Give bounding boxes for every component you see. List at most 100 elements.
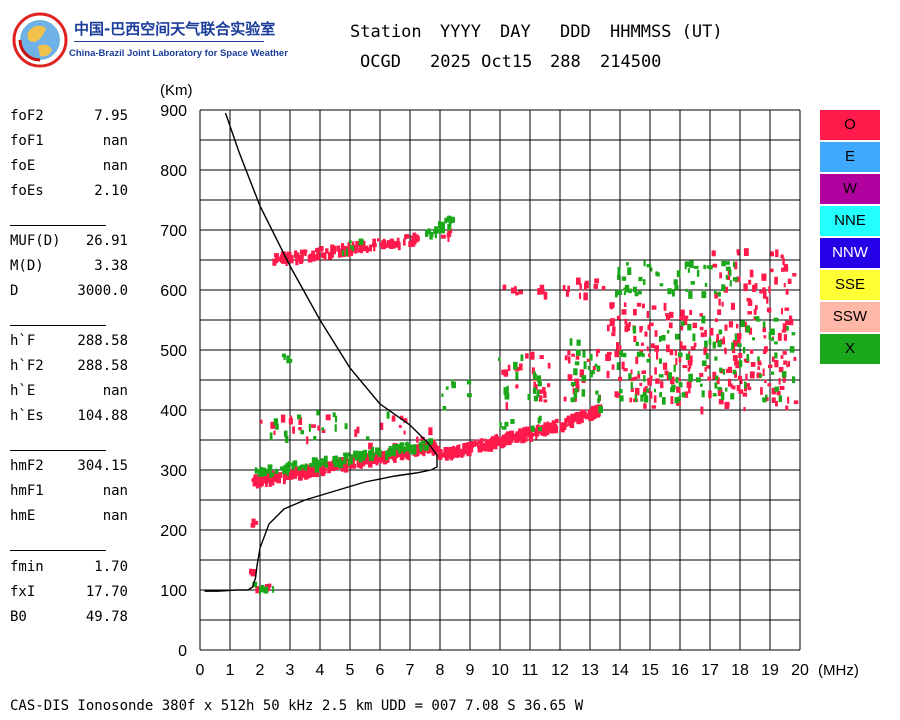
- echo-point: [597, 398, 600, 404]
- echo-point: [619, 389, 623, 394]
- echo-point: [664, 370, 669, 376]
- echo-point: [438, 221, 442, 229]
- echo-point: [730, 393, 735, 400]
- param-value: nan: [102, 158, 128, 174]
- echo-point: [569, 338, 573, 346]
- echo-point: [757, 356, 760, 362]
- echo-point: [633, 376, 638, 380]
- echo-point: [616, 362, 620, 370]
- y-tick-label: 0: [178, 643, 187, 660]
- echo-point: [609, 320, 615, 327]
- echo-point: [712, 393, 717, 397]
- echo-point: [345, 248, 348, 257]
- echo-point: [274, 253, 279, 257]
- lab-logo: 中国-巴西空间天气联合实验室 China-Brazil Joint Labora…: [12, 12, 288, 70]
- echo-point: [621, 309, 627, 315]
- legend-item-ssw: SSW: [820, 302, 880, 332]
- param-label: foEs: [10, 183, 44, 199]
- param-separator: [10, 450, 106, 451]
- echo-point: [343, 465, 349, 473]
- echo-point: [258, 586, 261, 595]
- echo-point: [416, 436, 419, 443]
- echo-point: [367, 460, 370, 465]
- echo-point: [253, 520, 259, 525]
- echo-point: [316, 462, 322, 468]
- echo-point: [314, 470, 320, 478]
- echo-point: [269, 432, 273, 441]
- echo-point: [543, 422, 549, 429]
- echo-point: [462, 443, 465, 450]
- echo-point: [717, 291, 721, 297]
- y-tick-label: 700: [160, 223, 187, 240]
- echo-point: [279, 466, 284, 471]
- echo-point: [388, 446, 392, 453]
- param-label: B0: [10, 609, 27, 625]
- echo-point: [389, 454, 394, 459]
- echo-point: [594, 363, 598, 367]
- echo-point: [406, 443, 411, 447]
- echo-point: [580, 409, 586, 413]
- chart-grid: [199, 109, 801, 651]
- echo-point: [501, 369, 505, 375]
- echo-point: [648, 353, 651, 357]
- echo-point: [740, 378, 743, 384]
- echo-point: [593, 284, 598, 289]
- echo-point: [726, 275, 731, 280]
- echo-point: [267, 583, 272, 588]
- echo-point: [682, 365, 688, 369]
- echo-point: [637, 374, 640, 378]
- echo-point: [307, 255, 313, 263]
- echo-point: [515, 371, 519, 380]
- echo-point: [532, 428, 538, 432]
- echo-point: [257, 469, 263, 477]
- echo-point: [420, 436, 425, 443]
- param-value: 26.91: [85, 233, 128, 249]
- header-date-value: 2025 Oct15: [430, 52, 533, 72]
- param-value: nan: [102, 383, 128, 399]
- echo-point: [275, 255, 278, 261]
- echo-point: [765, 394, 768, 398]
- echo-point: [591, 406, 596, 410]
- echo-point: [564, 355, 568, 361]
- echo-point: [334, 415, 338, 423]
- echo-point: [661, 335, 666, 341]
- echo-point: [463, 446, 468, 455]
- echo-point: [617, 289, 622, 295]
- echo-point: [354, 247, 358, 254]
- echo-point: [699, 313, 703, 317]
- echo-point: [412, 232, 417, 238]
- echo-point: [745, 383, 750, 388]
- echo-point: [651, 305, 657, 310]
- y-tick-label: 200: [160, 523, 187, 540]
- echo-point: [499, 438, 503, 445]
- echo-point: [720, 392, 725, 401]
- echo-point: [444, 217, 448, 224]
- echo-point: [641, 342, 645, 346]
- echo-point: [543, 422, 546, 431]
- echo-point: [760, 387, 763, 395]
- x-tick-label: 5: [346, 662, 355, 679]
- echo-point: [643, 260, 646, 267]
- echo-point: [780, 254, 784, 259]
- echo-point: [789, 346, 795, 353]
- echo-point: [342, 251, 347, 257]
- echo-point: [449, 450, 454, 457]
- echo-point: [736, 333, 742, 339]
- echo-point: [531, 367, 535, 375]
- echo-point: [380, 242, 385, 248]
- echo-traces: [249, 215, 799, 595]
- echo-point: [568, 418, 571, 426]
- echo-point: [686, 381, 692, 389]
- echo-point: [666, 344, 670, 353]
- echo-point: [767, 383, 772, 387]
- echo-point: [451, 381, 456, 389]
- echo-point: [655, 378, 660, 384]
- echo-point: [717, 309, 722, 315]
- echo-point: [583, 361, 587, 370]
- echo-point: [762, 290, 767, 299]
- echo-point: [404, 234, 408, 240]
- echo-point: [764, 379, 767, 384]
- echo-point: [653, 395, 657, 403]
- echo-point: [704, 329, 707, 337]
